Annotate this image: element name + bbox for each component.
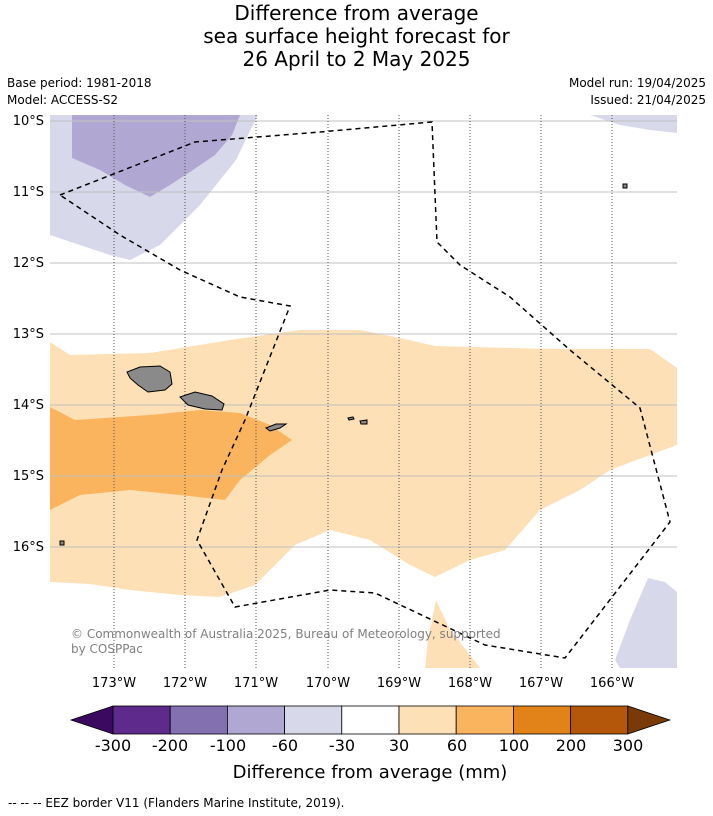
colorbar-segment [112,705,171,735]
colorbar-tick-label: 100 [499,736,530,755]
colorbar-segment [570,705,629,735]
colorbar-extend-min [69,705,114,735]
issued-date: Issued: 21/04/2025 [590,93,706,107]
colorbar-segment [284,705,343,735]
colorbar-segment [513,705,572,735]
colorbar-tick-label: 30 [389,736,409,755]
model-run: Model run: 19/04/2025 [568,76,706,90]
island-upolu [179,391,225,411]
map-plot-area: © Commonwealth of Australia 2025, Bureau… [50,115,677,668]
eez-legend-footer: -- -- -- EEZ border V11 (Flanders Marine… [8,796,345,810]
lon-label: 173°W [92,676,136,691]
lon-label: 168°W [448,676,492,691]
title-line-2: sea surface height forecast for [203,24,510,48]
lat-label: 10°S [13,114,44,129]
colorbar-segment [341,705,400,735]
anomaly-region-pos-bottom [425,600,480,668]
lat-label: 14°S [13,398,44,413]
lon-label: 169°W [377,676,421,691]
latitude-gridlines [50,120,677,548]
islands [59,183,628,546]
lat-label: 16°S [13,540,44,555]
colorbar-segment [169,705,228,735]
colorbar-tick-label: -300 [95,736,131,755]
lon-label: 166°W [590,676,634,691]
anomaly-region-neg-bottom-right [615,578,677,668]
colorbar-segment [226,705,285,735]
anomaly-region-pos-60-100 [50,407,292,510]
lat-label: 11°S [13,185,44,200]
colorbar-segment [455,705,514,735]
island-tutuila [264,423,288,432]
copyright-line-1: © Commonwealth of Australia 2025, Bureau… [71,627,501,641]
anomaly-region-neg-top-right [590,115,677,133]
colorbar-tick-label: 200 [556,736,587,755]
island-west-small [59,540,65,546]
model-name: Model: ACCESS-S2 [7,93,119,107]
latitude-labels: 10°S 11°S 12°S 13°S 14°S 15°S 16°S [13,114,44,555]
longitude-labels: 173°W 172°W 171°W 170°W 169°W 168°W 167°… [92,676,634,691]
colorbar-tick-label: 300 [613,736,644,755]
lon-label: 167°W [519,676,563,691]
island-swains [622,183,628,189]
lon-label: 170°W [306,676,350,691]
lat-label: 13°S [13,327,44,342]
lon-label: 172°W [163,676,207,691]
longitude-gridlines [113,115,613,668]
title-line-1: Difference from average [234,1,479,25]
lon-label: 171°W [234,676,278,691]
colorbar-segment [398,705,457,735]
lat-label: 15°S [13,469,44,484]
colorbar [69,705,672,735]
title-line-3: 26 April to 2 May 2025 [242,47,471,71]
colorbar-title: Difference from average (mm) [233,762,508,783]
base-period: Base period: 1981-2018 [7,76,152,90]
anomaly-region-neg-60-100 [72,115,240,197]
colorbar-tick-label: -60 [272,736,298,755]
lat-label: 12°S [13,256,44,271]
colorbar-tick-labels: -300 -200 -100 -60 -30 30 60 100 200 300 [95,736,643,755]
eez-border [58,121,671,659]
island-savaii [126,365,173,393]
colorbar-tick-label: 60 [447,736,467,755]
island-tau [359,419,368,425]
island-ofu [347,416,355,421]
colorbar-tick-label: -200 [152,736,188,755]
colorbar-extend-max [627,705,672,735]
copyright-line-2: by COSPPac [71,642,143,656]
colorbar-tick-label: -100 [210,736,246,755]
colorbar-tick-label: -30 [329,736,355,755]
